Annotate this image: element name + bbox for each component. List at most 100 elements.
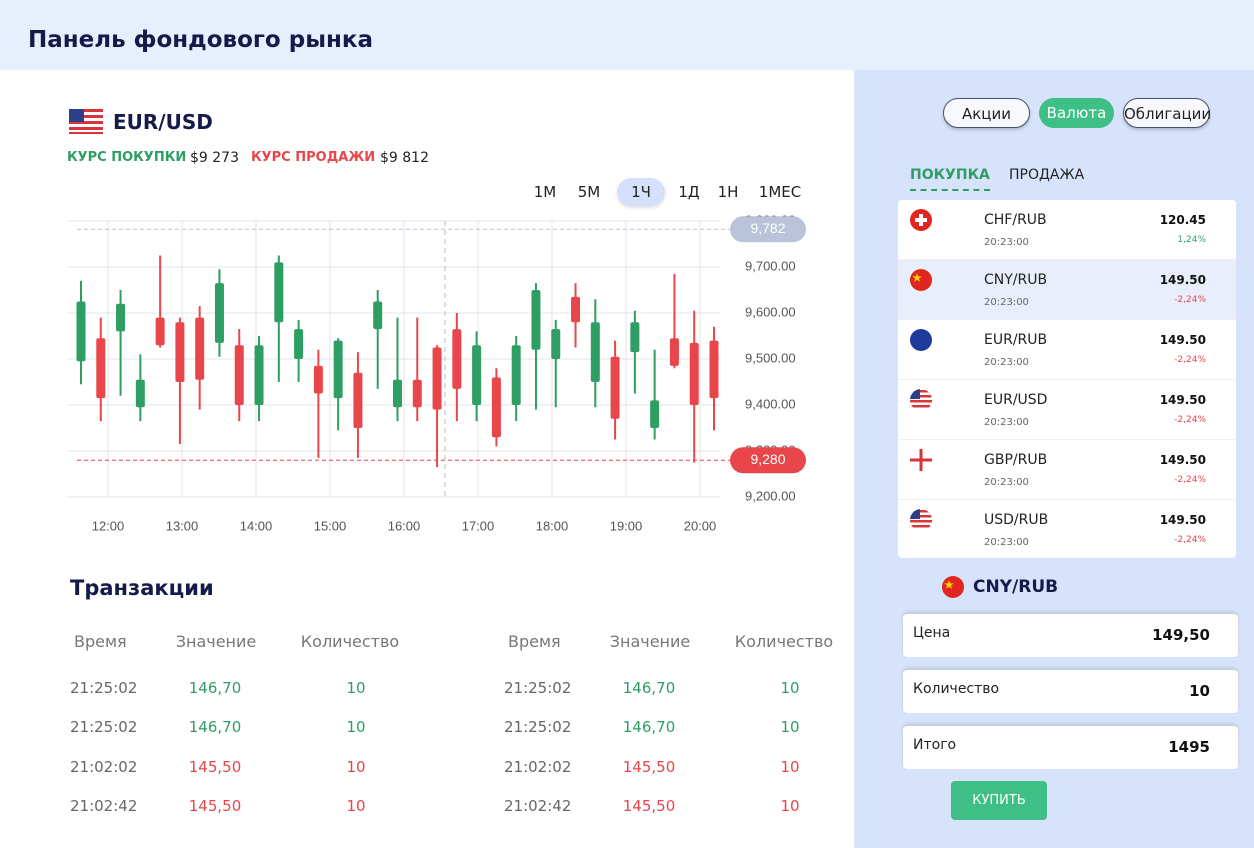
- price-badge-label: 9,280: [750, 451, 785, 467]
- pair-price: 149.50: [1159, 273, 1206, 287]
- market-tab[interactable]: Валюта: [1039, 98, 1114, 128]
- pair-change: -2,24%: [1174, 295, 1206, 305]
- sub-tab[interactable]: ПОКУПКА: [910, 167, 990, 191]
- pair-time: 20:23:00: [984, 237, 1029, 248]
- timeframe-button[interactable]: 1Ч: [617, 178, 665, 206]
- cell-value: 146,70: [622, 718, 676, 736]
- candle-body: [333, 340, 343, 399]
- candle-body: [234, 345, 244, 405]
- candle-body: [590, 322, 600, 382]
- cell-time: 21:02:42: [70, 797, 138, 815]
- y-tick-label: 9,600.00: [745, 304, 796, 319]
- pair-change: -2,24%: [1174, 355, 1206, 365]
- cell-qty: 10: [346, 679, 366, 697]
- candle-body: [571, 296, 581, 323]
- candle-body: [195, 317, 205, 380]
- timeframe-button[interactable]: 1M: [533, 183, 557, 201]
- candle-body: [491, 377, 501, 438]
- order-field: [903, 614, 1238, 657]
- pair-price: 120.45: [1159, 213, 1206, 227]
- order-field-label: Цена: [913, 625, 951, 641]
- pair-price: 149.50: [1159, 333, 1206, 347]
- candle-body: [294, 329, 304, 359]
- pair-row[interactable]: [898, 200, 1236, 260]
- buy-button[interactable]: КУПИТЬ: [951, 781, 1047, 820]
- candle-body: [551, 329, 561, 359]
- candle-body: [274, 262, 284, 323]
- market-tab[interactable]: Облигации: [1123, 98, 1211, 128]
- candle-body: [76, 301, 86, 362]
- pair-row[interactable]: [898, 500, 1236, 559]
- order-field-value: 10: [1189, 682, 1210, 700]
- pair-name: CHF/RUB: [984, 212, 1047, 228]
- order-pair: CNY/RUB: [973, 577, 1059, 597]
- cell-qty: 10: [346, 758, 366, 776]
- cell-time: 21:25:02: [70, 718, 138, 736]
- y-tick-label: 9,500.00: [745, 350, 796, 365]
- y-tick-label: 9,700.00: [745, 258, 796, 273]
- x-tick-label: 19:00: [610, 518, 643, 533]
- x-tick-label: 18:00: [536, 518, 569, 533]
- column-header: Значение: [609, 632, 691, 651]
- x-tick-label: 16:00: [388, 518, 421, 533]
- timeframe-button[interactable]: 1МЕС: [758, 183, 802, 201]
- pair-price: 149.50: [1159, 393, 1206, 407]
- pair-price: 149.50: [1159, 453, 1206, 467]
- order-field: [903, 726, 1238, 769]
- currency-flag: [910, 269, 932, 291]
- candle-body: [175, 322, 185, 382]
- cell-value: 145,50: [622, 797, 676, 815]
- sub-tab[interactable]: ПРОДАЖА: [1009, 167, 1085, 183]
- candle-body: [135, 379, 145, 408]
- cell-time: 21:25:02: [504, 718, 572, 736]
- candle-body: [353, 372, 363, 428]
- cell-qty: 10: [780, 758, 800, 776]
- order-field-value: 149,50: [1152, 626, 1210, 644]
- cell-qty: 10: [346, 718, 366, 736]
- cell-qty: 10: [780, 797, 800, 815]
- cell-time: 21:02:02: [504, 758, 572, 776]
- pair-name: EUR/USD: [984, 392, 1048, 408]
- timeframe-button[interactable]: 5M: [577, 183, 601, 201]
- currency-flag: [910, 329, 932, 351]
- candle-body: [511, 345, 521, 405]
- candle-body: [254, 345, 264, 405]
- order-field-label: Итого: [913, 737, 957, 753]
- pair-change: -2,24%: [1174, 415, 1206, 425]
- column-header: Время: [508, 632, 561, 651]
- candle-body: [669, 338, 679, 366]
- pair-row[interactable]: [898, 260, 1236, 320]
- timeframe-button[interactable]: 1Н: [717, 183, 739, 201]
- candle-body: [472, 345, 482, 405]
- x-tick-label: 13:00: [166, 518, 199, 533]
- candle-body: [709, 340, 719, 399]
- pair-row[interactable]: [898, 440, 1236, 500]
- currency-flag: [910, 509, 932, 531]
- buy-label: КУРС ПОКУПКИ: [67, 150, 187, 165]
- transactions-title: Транзакции: [70, 576, 214, 600]
- column-header: Значение: [175, 632, 257, 651]
- price-badge-label: 9,782: [750, 220, 785, 236]
- pair-change: 1,24%: [1177, 235, 1206, 245]
- timeframe-button[interactable]: 1Д: [678, 183, 700, 201]
- x-tick-label: 14:00: [240, 518, 273, 533]
- y-tick-label: 9,200.00: [745, 488, 796, 503]
- cell-value: 146,70: [188, 718, 242, 736]
- cell-time: 21:02:02: [70, 758, 138, 776]
- pair-change: -2,24%: [1174, 535, 1206, 545]
- x-tick-label: 12:00: [92, 518, 125, 533]
- candle-body: [373, 301, 383, 330]
- currency-flag: [910, 389, 932, 411]
- pair-time: 20:23:00: [984, 477, 1029, 488]
- pair-name: CNY/RUB: [984, 272, 1048, 288]
- market-tab[interactable]: Акции: [943, 98, 1030, 128]
- pair-time: 20:23:00: [984, 537, 1029, 548]
- cell-qty: 10: [346, 797, 366, 815]
- pair-row[interactable]: [898, 320, 1236, 380]
- candle-body: [630, 322, 640, 353]
- order-field-value: 1495: [1168, 738, 1210, 756]
- currency-flag: [910, 209, 932, 231]
- pair-row[interactable]: [898, 380, 1236, 440]
- candle-body: [155, 317, 165, 346]
